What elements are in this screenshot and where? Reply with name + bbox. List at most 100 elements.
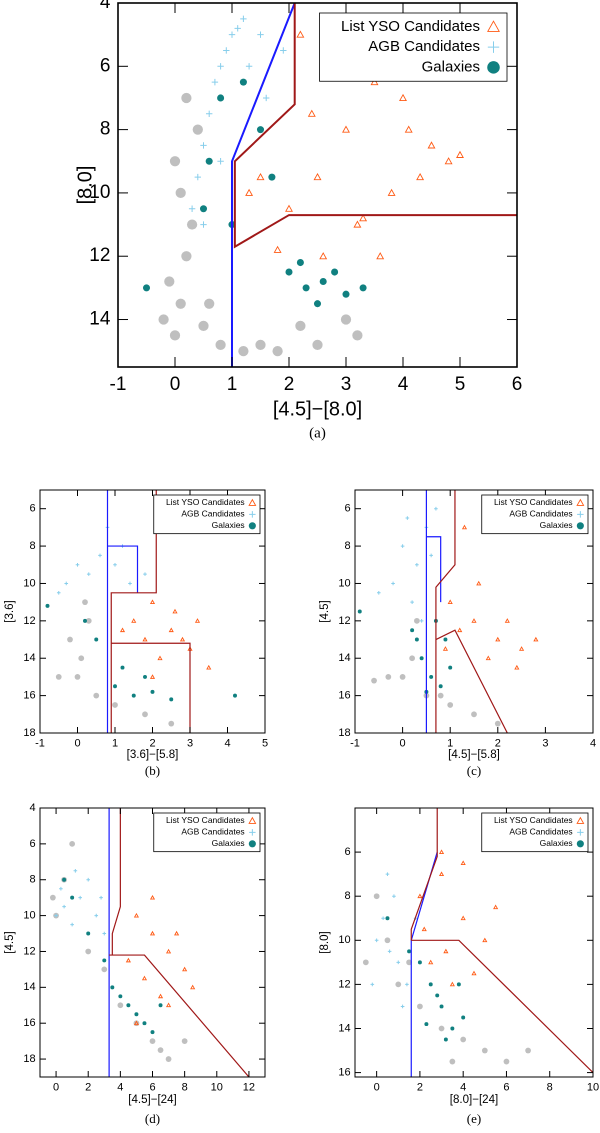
y-axis-label: [8.0] — [74, 166, 96, 205]
point — [45, 603, 50, 608]
point — [424, 1022, 429, 1027]
x-tick-label: 2 — [284, 374, 295, 395]
point — [186, 219, 198, 230]
y-tick-label: 12 — [23, 615, 35, 627]
point — [113, 684, 117, 689]
legend-label: Galaxies — [212, 838, 245, 848]
point — [419, 619, 424, 623]
point — [93, 692, 100, 699]
legend-label: AGB Candidates — [509, 827, 572, 837]
legend-box — [153, 494, 261, 535]
point — [239, 78, 247, 86]
legend-label: Galaxies — [540, 838, 573, 848]
legend-marker — [577, 511, 584, 518]
legend-label: AGB Candidates — [509, 509, 572, 519]
y-tick-label: 4 — [29, 802, 35, 814]
point — [417, 960, 422, 965]
point — [457, 627, 463, 633]
x-tick-label: 5 — [262, 737, 268, 749]
point — [503, 1058, 510, 1065]
y-tick-label: 10 — [23, 910, 35, 922]
x-tick-label: 2 — [495, 737, 501, 749]
point — [82, 599, 88, 606]
y-tick-label: 8 — [344, 890, 350, 902]
point — [461, 1015, 466, 1020]
point — [175, 298, 186, 309]
y-tick-label: 18 — [23, 727, 35, 739]
point — [428, 959, 434, 965]
point — [280, 47, 287, 54]
point — [62, 877, 67, 882]
boundary-line — [410, 851, 438, 1077]
point — [421, 926, 427, 932]
point — [117, 1002, 124, 1009]
point — [514, 664, 520, 670]
point — [158, 314, 169, 325]
point — [409, 655, 415, 662]
plot-area — [49, 808, 250, 1077]
point — [192, 124, 203, 135]
legend-label: AGB Candidates — [181, 827, 244, 837]
point — [414, 637, 419, 642]
point — [134, 1012, 139, 1017]
x-tick-label: 8 — [547, 1081, 553, 1093]
point — [417, 1003, 423, 1010]
point — [86, 572, 91, 576]
point — [405, 982, 409, 987]
point — [387, 188, 396, 196]
point — [376, 252, 385, 260]
point — [166, 1002, 172, 1008]
point — [400, 544, 405, 548]
y-tick-label: 12 — [23, 945, 35, 957]
y-tick-label: 10 — [338, 577, 350, 589]
point — [296, 30, 305, 38]
point — [295, 320, 306, 331]
legend-marker — [248, 498, 257, 506]
point — [206, 110, 213, 117]
plot-area — [142, 3, 517, 367]
point — [385, 674, 392, 680]
point — [190, 984, 196, 990]
boundary-line — [231, 3, 296, 367]
legend-marker — [248, 816, 257, 824]
point — [234, 25, 241, 32]
x-tick-label: 0 — [400, 737, 406, 749]
panel: -1 0 1 2 3 4 5681012141618[3.6]−[5.8][3.6](b)L… — [4, 489, 268, 778]
point — [143, 572, 147, 576]
point — [450, 1026, 455, 1031]
point — [434, 506, 438, 511]
y-tick-label: 18 — [23, 1053, 35, 1065]
point — [319, 252, 328, 260]
point — [342, 290, 350, 298]
y-tick-label: 12 — [338, 615, 350, 627]
point — [215, 339, 226, 350]
y-tick-label: 6 — [29, 503, 35, 515]
caption: (d) — [145, 1111, 160, 1126]
boundary-line — [435, 629, 508, 733]
plot-frame — [354, 807, 594, 1078]
point — [399, 93, 407, 101]
point — [352, 330, 363, 341]
point — [228, 31, 236, 38]
point — [447, 702, 454, 708]
point — [443, 637, 448, 642]
point — [157, 993, 164, 999]
plot-area — [357, 490, 539, 733]
point — [131, 693, 136, 698]
y-tick-label: 6 — [344, 503, 350, 515]
point — [444, 157, 453, 165]
legend-box — [153, 812, 261, 853]
point — [419, 656, 424, 661]
point — [179, 636, 186, 642]
point — [307, 109, 316, 117]
legend-marker — [249, 511, 256, 518]
legend-marker — [248, 840, 256, 848]
point — [331, 268, 339, 276]
point — [385, 916, 390, 921]
point — [217, 63, 224, 70]
point — [223, 47, 230, 54]
panel: 0 2 4 6 8 10 6 8 10 12 14 16 [8.0]−[24] [8.0] (e) List … — [319, 807, 599, 1126]
point — [353, 220, 362, 228]
point — [141, 975, 148, 981]
